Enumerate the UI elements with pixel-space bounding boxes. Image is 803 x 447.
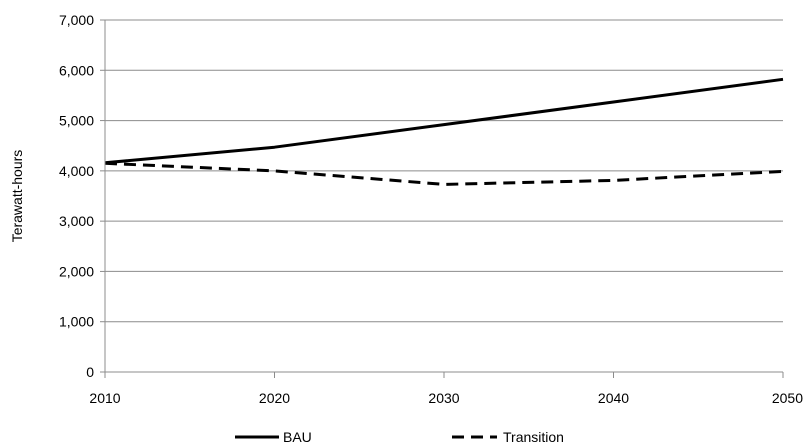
legend-label-bau: BAU — [283, 429, 312, 445]
y-tick-labels: 0 1,000 2,000 3,000 4,000 5,000 6,000 7,000 — [59, 12, 94, 380]
y-tick-label-1000: 1,000 — [59, 314, 94, 330]
series-line-transition — [104, 161, 784, 186]
y-axis-title: Terawatt-hours — [9, 150, 25, 243]
x-tick-label-2040: 2040 — [598, 390, 629, 406]
x-tick-labels: 2010 2020 2030 2040 2050 — [89, 390, 803, 406]
y-tick-label-4000: 4,000 — [59, 163, 94, 179]
y-tick-label-7000: 7,000 — [59, 12, 94, 28]
y-tick-label-6000: 6,000 — [59, 62, 94, 78]
y-tick-label-5000: 5,000 — [59, 113, 94, 129]
y-tick-label-3000: 3,000 — [59, 213, 94, 229]
x-tick-label-2020: 2020 — [259, 390, 290, 406]
series-line-bau — [104, 77, 784, 165]
gridlines — [105, 19, 783, 323]
series-lines — [104, 77, 784, 186]
legend-label-transition: Transition — [503, 429, 564, 445]
x-tick-label-2050: 2050 — [772, 390, 803, 406]
x-tick-label-2030: 2030 — [428, 390, 459, 406]
x-tick-label-2010: 2010 — [89, 390, 120, 406]
y-tick-label-2000: 2,000 — [59, 263, 94, 279]
legend: BAU Transition — [235, 429, 564, 445]
axes — [100, 19, 784, 378]
y-tick-label-0: 0 — [86, 364, 94, 380]
